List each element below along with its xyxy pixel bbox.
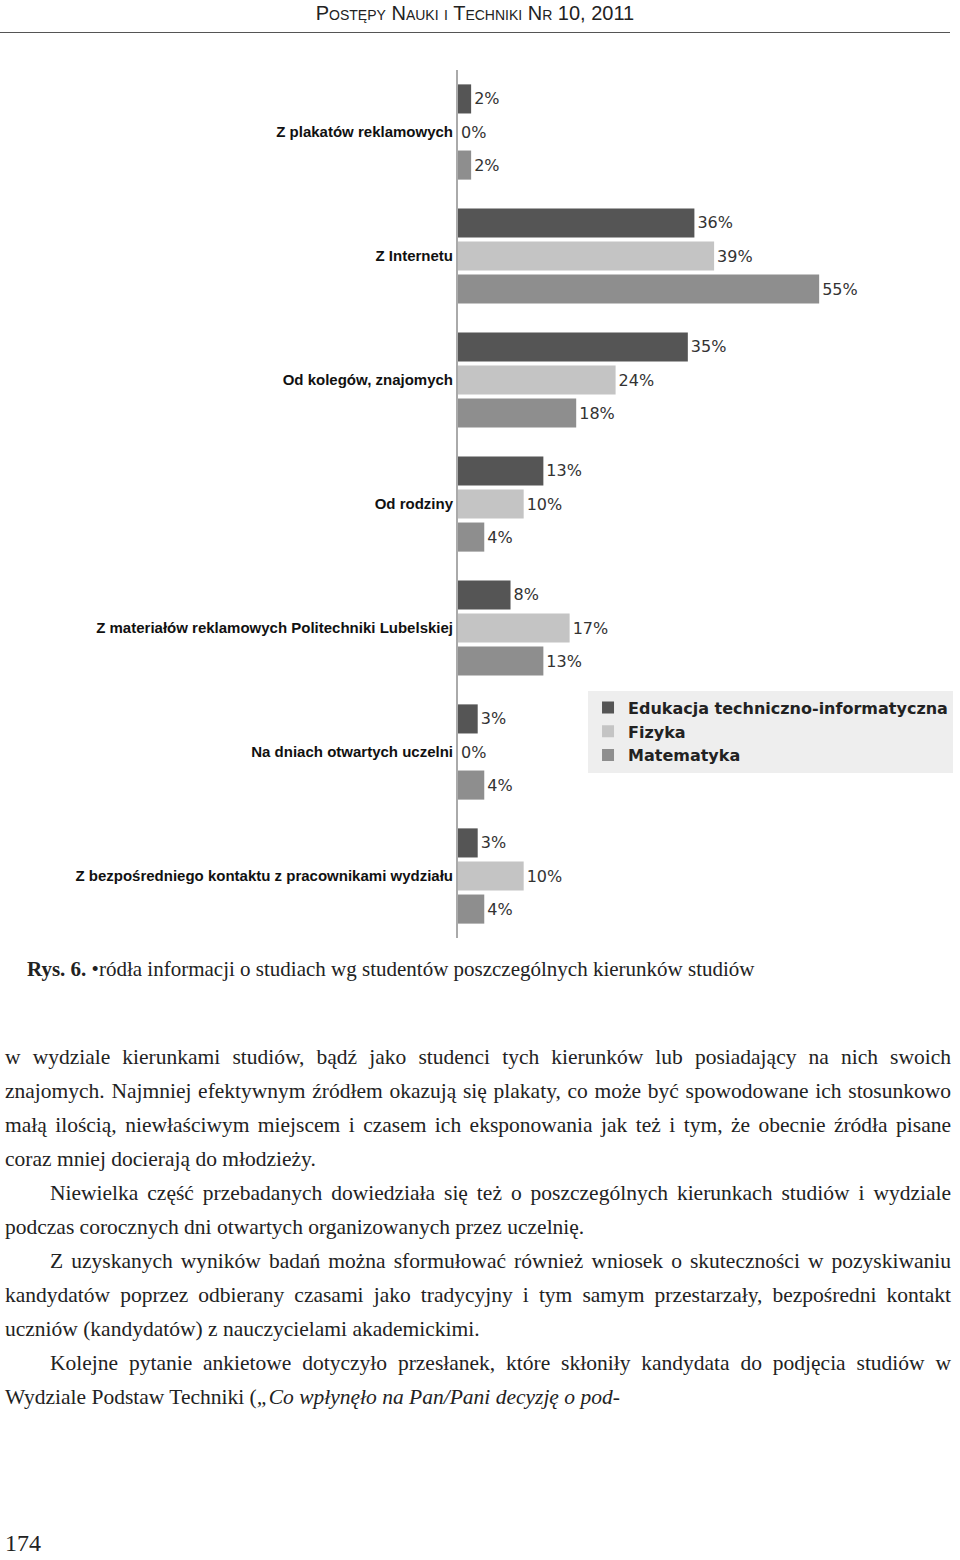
svg-text:Z plakatów reklamowych: Z plakatów reklamowych <box>276 123 453 140</box>
svg-text:2%: 2% <box>474 156 499 175</box>
svg-text:18%: 18% <box>579 404 615 423</box>
svg-text:Na dniach otwartych uczelni: Na dniach otwartych uczelni <box>251 743 453 760</box>
svg-text:Z materiałów reklamowych Polit: Z materiałów reklamowych Politechniki Lu… <box>96 619 453 636</box>
svg-text:4%: 4% <box>487 900 512 919</box>
svg-text:2%: 2% <box>474 89 499 108</box>
html-text:Kolejne pytanie ankietowe doty: Kolejne pytanie ankietowe dotyczyło prze… <box>5 1351 951 1409</box>
svg-text:Z Internetu: Z Internetu <box>376 247 454 264</box>
svg-text:Fizyka: Fizyka <box>628 723 686 742</box>
svg-text:4%: 4% <box>487 528 512 547</box>
html-text:Z uzyskanych wyników badań moż: Z uzyskanych wyników badań można sformuł… <box>5 1249 951 1341</box>
svg-text:17%: 17% <box>573 619 609 638</box>
svg-text:39%: 39% <box>717 247 753 266</box>
svg-text:10%: 10% <box>527 867 563 886</box>
html-text:174: 174 <box>5 1530 41 1556</box>
svg-text:36%: 36% <box>697 213 733 232</box>
svg-text:8%: 8% <box>514 585 539 604</box>
svg-text:Z bezpośredniego kontaktu z pr: Z bezpośredniego kontaktu z pracownikami… <box>75 867 453 884</box>
html-text:Rys. 6. •ródła informacji o st: Rys. 6. •ródła informacji o studiach wg … <box>27 957 755 981</box>
svg-text:Od kolegów, znajomych: Od kolegów, znajomych <box>283 371 453 388</box>
svg-text:Od rodziny: Od rodziny <box>375 495 454 512</box>
svg-text:0%: 0% <box>461 123 486 142</box>
svg-text:3%: 3% <box>481 709 506 728</box>
html-text:w wydziale kierunkami studiów,: w wydziale kierunkami studiów, bądź jako… <box>5 1045 951 1171</box>
svg-text:55%: 55% <box>822 280 858 299</box>
svg-text:0%: 0% <box>461 743 486 762</box>
svg-text:13%: 13% <box>546 652 582 671</box>
svg-text:Matematyka: Matematyka <box>628 746 740 765</box>
svg-text:35%: 35% <box>691 337 727 356</box>
svg-text:3%: 3% <box>481 833 506 852</box>
svg-text:4%: 4% <box>487 776 512 795</box>
svg-text:24%: 24% <box>619 371 655 390</box>
svg-text:10%: 10% <box>527 495 563 514</box>
svg-text:Edukacja techniczno-informatyc: Edukacja techniczno-informatyczna <box>628 699 948 718</box>
html-text:Postępy Nauki i Techniki Nr 10: Postępy Nauki i Techniki Nr 10, 2011 <box>315 2 635 24</box>
html-text:Niewielka część przebadanych d: Niewielka część przebadanych dowiedziała… <box>5 1181 951 1239</box>
svg-text:13%: 13% <box>546 461 582 480</box>
